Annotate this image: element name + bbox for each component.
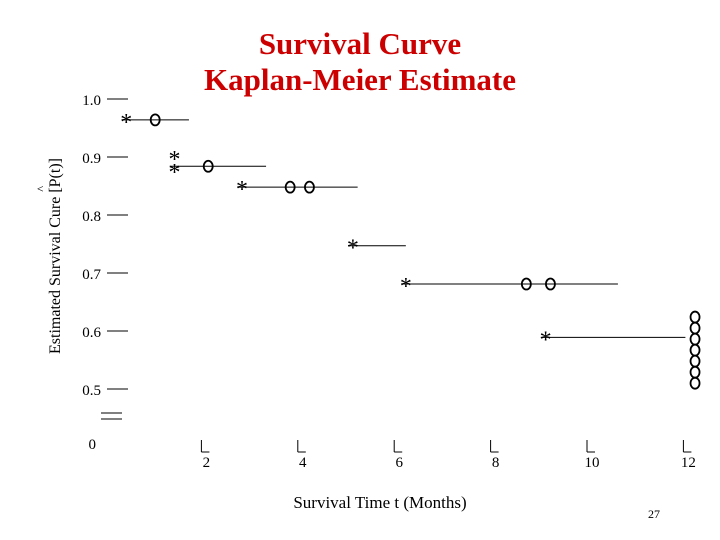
censored-marker bbox=[689, 310, 701, 324]
x-tick-label: 10 bbox=[585, 455, 600, 471]
censored-marker bbox=[689, 365, 701, 379]
chart-title-line-2: Kaplan-Meier Estimate bbox=[204, 62, 516, 97]
x-tick-label: 8 bbox=[492, 455, 500, 471]
censored-marker bbox=[304, 180, 315, 194]
event-marker: * bbox=[236, 177, 248, 203]
y-tick-label: 0.5 bbox=[82, 383, 101, 399]
censored-marker bbox=[202, 159, 214, 173]
event-marker: * bbox=[400, 274, 412, 300]
event-marker: * bbox=[168, 147, 180, 173]
event-marker: * bbox=[347, 236, 359, 262]
censored-marker bbox=[689, 321, 701, 335]
censored-marker bbox=[284, 180, 296, 194]
page-number: 27 bbox=[648, 507, 660, 521]
y-origin-label: 0 bbox=[89, 437, 97, 453]
x-axis-label: Survival Time t (Months) bbox=[293, 493, 467, 512]
censored-marker bbox=[689, 354, 701, 368]
censored-marker bbox=[689, 343, 701, 357]
event-marker: * bbox=[168, 160, 180, 186]
censored-marker bbox=[689, 332, 701, 346]
x-tick-label: 4 bbox=[299, 455, 307, 471]
event-marker: * bbox=[120, 110, 132, 136]
y-tick-label: 0.6 bbox=[82, 325, 101, 341]
x-tick-label: 6 bbox=[395, 455, 403, 471]
y-tick-label: 0.7 bbox=[82, 267, 101, 283]
chart-title-line-1: Survival Curve bbox=[258, 26, 462, 61]
y-tick-label: 0.9 bbox=[82, 151, 101, 167]
censored-marker bbox=[689, 376, 701, 390]
y-tick-label: 0.8 bbox=[82, 209, 101, 225]
censored-marker bbox=[545, 277, 556, 291]
x-tick-label: 12 bbox=[681, 455, 696, 471]
event-marker: * bbox=[540, 327, 552, 353]
censored-marker bbox=[520, 277, 532, 291]
y-tick-label: 1.0 bbox=[82, 93, 101, 109]
x-tick-label: 2 bbox=[203, 455, 211, 471]
censored-marker bbox=[149, 113, 161, 127]
